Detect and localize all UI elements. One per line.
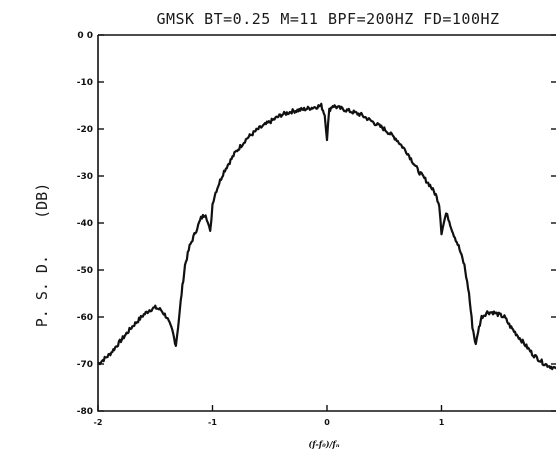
- x-axis-label: (f-f₀)/fₙ: [308, 439, 339, 449]
- psd-series-line: [97, 102, 556, 371]
- y-tick-label: -40: [77, 219, 93, 229]
- y-tick-label: -30: [77, 172, 93, 182]
- y-tick-label: 0 0: [77, 31, 93, 41]
- axes: [97, 34, 556, 412]
- y-tick-label: -20: [77, 125, 93, 135]
- chart-title: GMSK BT=0.25 M=11 BPF=200HZ FD=100HZ: [156, 10, 499, 28]
- y-tick-label: -60: [77, 313, 93, 323]
- x-ticks: -2 -1 0 1: [94, 405, 445, 427]
- series-layer: [97, 102, 556, 371]
- axis-frame: [97, 35, 556, 412]
- y-tick-label: -50: [77, 266, 93, 276]
- x-tick-label: -1: [208, 418, 217, 427]
- x-tick-label: -2: [94, 418, 103, 427]
- y-tick-label: -10: [77, 78, 93, 88]
- y-axis-label: P. S. D. (DB): [33, 183, 51, 328]
- x-tick-label: 1: [439, 418, 445, 427]
- y-tick-label: -80: [77, 407, 93, 417]
- y-tick-label: -70: [77, 360, 93, 370]
- y-ticks: 0 0 -10 -20 -30 -40 -50 -60 -70 -80: [77, 31, 556, 417]
- x-tick-label: 0: [324, 418, 330, 427]
